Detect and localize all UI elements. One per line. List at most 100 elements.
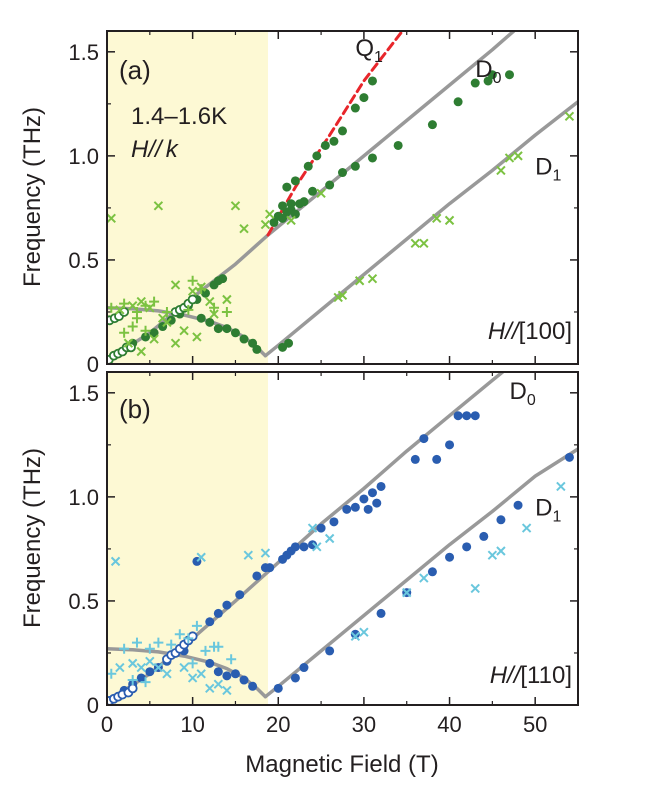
data-point-cross xyxy=(312,542,322,552)
data-point-filled xyxy=(222,671,232,681)
data-point-plus xyxy=(183,304,194,315)
data-point-cross xyxy=(179,662,189,673)
data-point-cross xyxy=(145,656,155,667)
data-point-filled xyxy=(350,502,360,512)
data-point-plus xyxy=(187,275,198,286)
data-point-filled xyxy=(376,608,386,618)
data-point-filled xyxy=(359,494,369,504)
data-point-cross xyxy=(196,552,206,562)
data-point-filled xyxy=(230,328,240,338)
data-point-plus xyxy=(131,637,142,648)
data-point-cross xyxy=(110,556,121,567)
data-point-plus xyxy=(144,643,155,654)
data-point-filled xyxy=(487,70,497,80)
data-point-filled xyxy=(470,411,480,421)
data-point-filled xyxy=(564,452,574,462)
data-point-cross xyxy=(162,317,172,328)
x-tick-label: 40 xyxy=(437,712,461,737)
data-point-cross xyxy=(205,296,215,307)
data-point-filled xyxy=(205,658,215,668)
fit-curve xyxy=(263,100,578,358)
panel-a: 00.51.01.5 Frequency (THz) (a) 1.4–1.6K … xyxy=(19,30,579,377)
data-point-plus xyxy=(187,658,198,669)
temperature-annotation: 1.4–1.6K xyxy=(131,103,227,130)
data-point-filled xyxy=(136,673,146,683)
data-point-filled xyxy=(325,646,335,656)
data-point-cross xyxy=(243,550,254,560)
plot-frame-b xyxy=(106,371,579,706)
data-point-plus xyxy=(200,645,211,656)
data-point-cross xyxy=(239,224,249,234)
data-point-plus xyxy=(196,284,207,295)
data-point-cross xyxy=(136,662,146,673)
data-point-plus xyxy=(183,633,194,644)
data-point-filled xyxy=(513,500,523,510)
data-point-filled xyxy=(282,182,292,192)
data-point-cross xyxy=(222,685,232,696)
panel-label-a: (a) xyxy=(119,55,151,85)
data-point-filled xyxy=(248,681,258,691)
data-point-cross xyxy=(513,151,523,161)
data-point-plus xyxy=(213,641,224,652)
panel-label-b: (b) xyxy=(119,394,151,424)
data-point-cross xyxy=(354,276,365,286)
data-point-filled xyxy=(504,70,514,80)
data-point-filled xyxy=(290,176,300,186)
data-point-filled xyxy=(222,600,232,610)
data-point-plus xyxy=(166,639,177,650)
data-point-filled xyxy=(445,440,455,450)
data-point-cross xyxy=(431,213,442,224)
data-point-filled xyxy=(453,97,463,107)
line-labels-a: Q1 D0 D1 xyxy=(355,35,561,185)
y-tick-label: 1.5 xyxy=(68,40,99,65)
data-point-cross xyxy=(187,286,198,296)
data-point-cross xyxy=(402,587,412,598)
data-point-filled xyxy=(213,324,223,334)
data-point-filled xyxy=(363,504,373,514)
data-point-cross xyxy=(127,658,138,669)
data-point-cross xyxy=(260,548,271,558)
y-tick-label: 1.0 xyxy=(68,144,99,169)
wavevector-annotation: H//k xyxy=(131,136,180,163)
data-point-cross xyxy=(350,631,361,642)
data-point-filled xyxy=(252,571,262,581)
data-point-filled xyxy=(239,675,249,685)
data-point-cross xyxy=(487,550,498,560)
data-point-plus xyxy=(140,300,151,311)
data-point-plus xyxy=(131,313,142,324)
data-point-filled xyxy=(265,563,275,573)
data-point-filled xyxy=(350,103,360,113)
data-point-cross xyxy=(419,573,429,583)
data-point-filled xyxy=(205,317,215,327)
x-tick-label: 20 xyxy=(266,712,290,737)
data-point-plus xyxy=(140,325,151,336)
data-point-filled xyxy=(213,667,223,677)
y-tick-label: 0 xyxy=(87,352,99,377)
data-point-cross xyxy=(316,188,326,199)
data-point-filled xyxy=(196,313,206,323)
data-point-filled xyxy=(141,332,151,342)
y-tick-labels-a: 0 0.5 1.0 1.5 xyxy=(68,40,99,377)
data-point-filled xyxy=(303,161,313,171)
data-point-plus xyxy=(127,321,138,332)
data-point-filled xyxy=(410,454,420,464)
data-point-filled xyxy=(273,683,283,693)
data-point-filled xyxy=(230,669,240,679)
data-point-filled xyxy=(325,180,335,190)
data-point-cross xyxy=(521,523,532,533)
data-point-plus xyxy=(153,637,164,648)
data-point-cross xyxy=(196,669,206,679)
y-tick-label: 1.5 xyxy=(68,381,99,406)
y-tick-label: 0.5 xyxy=(68,248,99,273)
data-point-plus xyxy=(119,327,130,338)
data-point-filled xyxy=(284,338,294,348)
data-point-plus xyxy=(127,675,138,686)
data-point-filled xyxy=(145,667,155,677)
fit-curve xyxy=(263,447,578,699)
data-point-cross xyxy=(115,662,125,673)
data-point-filled xyxy=(496,515,506,525)
data-point-cross xyxy=(115,305,125,315)
data-point-filled xyxy=(278,201,288,211)
data-point-filled xyxy=(376,481,386,491)
data-point-cross xyxy=(564,111,575,122)
